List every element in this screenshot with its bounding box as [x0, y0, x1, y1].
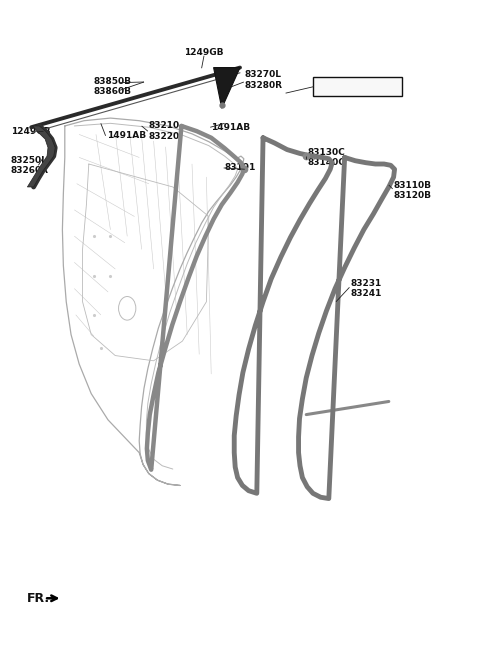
- Text: 83850B
83860B: 83850B 83860B: [94, 77, 132, 96]
- Text: 83130C
83140C: 83130C 83140C: [307, 148, 345, 167]
- Text: 83270L
83280R: 83270L 83280R: [245, 70, 283, 90]
- Text: 1491AB: 1491AB: [211, 123, 251, 133]
- Polygon shape: [214, 68, 240, 108]
- Text: 83250L
83260R: 83250L 83260R: [11, 155, 48, 175]
- Text: 83210
83220: 83210 83220: [149, 121, 180, 141]
- Text: 1491AB: 1491AB: [107, 131, 146, 140]
- Text: 1249GB: 1249GB: [184, 48, 224, 57]
- Text: 1249GB: 1249GB: [11, 127, 50, 136]
- Text: 83231
83241: 83231 83241: [350, 279, 382, 298]
- Text: FR.: FR.: [26, 592, 49, 605]
- Text: REF.60-770: REF.60-770: [317, 82, 373, 91]
- FancyBboxPatch shape: [313, 77, 402, 96]
- Text: 83191: 83191: [225, 163, 256, 173]
- Polygon shape: [27, 126, 55, 187]
- Text: 83110B
83120B: 83110B 83120B: [394, 180, 432, 200]
